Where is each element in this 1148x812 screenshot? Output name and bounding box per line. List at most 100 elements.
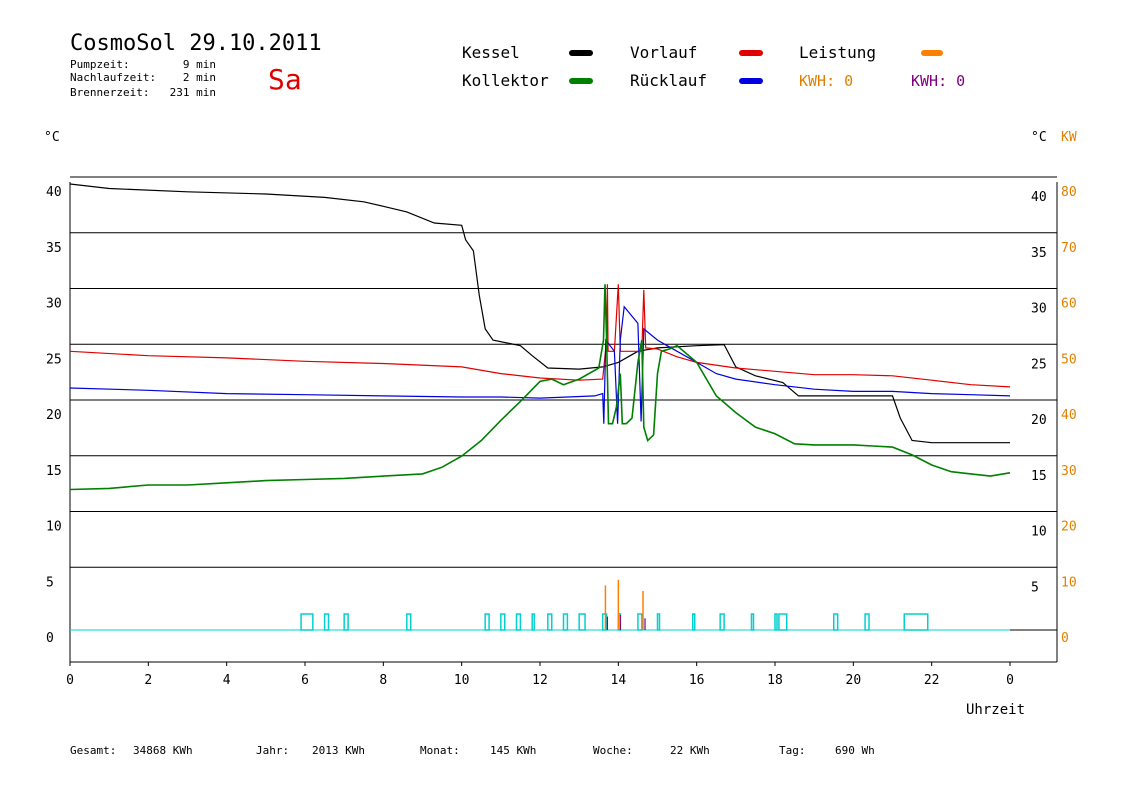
pump-pulse xyxy=(323,613,330,631)
pump-pulse xyxy=(406,613,412,631)
x-tick-label: 14 xyxy=(611,673,627,688)
legend-label-leistung: Leistung xyxy=(799,43,876,62)
total-value-gesamt: 34868 KWh xyxy=(133,744,193,757)
pump-pulse xyxy=(656,613,661,631)
total-label-tag: Tag: xyxy=(779,744,806,757)
y-tick-kw: 40 xyxy=(1061,408,1077,423)
y-tick-right: 35 xyxy=(1031,246,1047,261)
series-lines xyxy=(69,183,1011,491)
pump-pulse xyxy=(719,613,725,631)
y-tick-kw: 0 xyxy=(1061,631,1069,646)
legend-label-kollektor: Kollektor xyxy=(462,71,549,90)
x-tick-label: 20 xyxy=(846,673,862,688)
series-line-vorlauf xyxy=(69,284,1011,388)
stat-label-pumpzeit: Pumpzeit: xyxy=(70,58,130,71)
y-tick-right: 30 xyxy=(1031,302,1047,317)
pump-pulse xyxy=(531,613,535,631)
x-axis-label: Uhrzeit xyxy=(966,702,1025,718)
y-tick-kw: 10 xyxy=(1061,575,1077,590)
pump-pulses xyxy=(300,613,929,631)
total-label-jahr: Jahr: xyxy=(256,744,289,757)
legend-label-ruecklauf: Rücklauf xyxy=(630,71,707,90)
series-line-kollektor xyxy=(69,284,1011,491)
x-tick-label: 2 xyxy=(144,673,152,688)
y-tick-left: 5 xyxy=(46,575,54,590)
x-tick-label: 0 xyxy=(66,673,74,688)
y-axis-label-kw: KW xyxy=(1061,130,1077,145)
pump-pulse xyxy=(343,613,349,631)
y-tick-right: 5 xyxy=(1031,580,1039,595)
total-value-tag: 690 Wh xyxy=(835,744,875,757)
x-tick-label: 8 xyxy=(379,673,387,688)
pump-pulse xyxy=(515,613,522,631)
pump-pulse xyxy=(774,613,778,631)
y-tick-left: 35 xyxy=(46,241,62,256)
pump-pulse xyxy=(578,613,586,631)
pump-pulse xyxy=(692,613,696,631)
stat-label-nachlaufzeit: Nachlaufzeit: xyxy=(70,71,156,84)
total-label-gesamt: Gesamt: xyxy=(70,744,116,757)
stat-value-nachlaufzeit: 2 min xyxy=(183,71,216,84)
legend: Kessel Kollektor Vorlauf Rücklauf Leistu… xyxy=(462,43,965,90)
x-tick-label: 16 xyxy=(689,673,705,688)
stat-label-brennerzeit: Brennerzeit: xyxy=(70,86,149,99)
total-value-monat: 145 KWh xyxy=(490,744,536,757)
legend-label-vorlauf: Vorlauf xyxy=(630,43,697,62)
runtime-stats: Pumpzeit: 9 min Nachlaufzeit: 2 min Bren… xyxy=(70,58,216,99)
y-tick-left: 0 xyxy=(46,631,54,646)
y-tick-right: 20 xyxy=(1031,413,1047,428)
pump-pulse xyxy=(601,613,608,631)
total-value-woche: 22 KWh xyxy=(670,744,710,757)
y-tick-right: 10 xyxy=(1031,525,1047,540)
y-tick-kw: 50 xyxy=(1061,352,1077,367)
legend-label-kessel: Kessel xyxy=(462,43,520,62)
x-tick-label: 0 xyxy=(1006,673,1014,688)
y-tick-left: 30 xyxy=(46,297,62,312)
weekday-label: Sa xyxy=(268,63,302,96)
y-tick-kw: 80 xyxy=(1061,185,1077,200)
y-tick-left: 10 xyxy=(46,520,62,535)
y-tick-right: 15 xyxy=(1031,469,1047,484)
y-axis-label-left: °C xyxy=(44,130,60,145)
pump-pulse xyxy=(562,613,569,631)
y-ticks: 0 5 10 15 20 25 30 35 40 5 10 15 20 25 30 35 40 0 10 20 30 40… xyxy=(46,185,1077,646)
energy-totals: Gesamt: 34868 KWh Jahr: 2013 KWh Monat: … xyxy=(70,744,875,757)
y-tick-kw: 70 xyxy=(1061,241,1077,256)
power-spikes xyxy=(604,579,646,630)
total-label-woche: Woche: xyxy=(593,744,633,757)
x-tick-label: 10 xyxy=(454,673,470,688)
pump-pulse xyxy=(864,613,870,631)
series-line-ruecklauf xyxy=(69,305,1011,424)
x-tick-label: 6 xyxy=(301,673,309,688)
kwh-readout-2: KWH: 0 xyxy=(911,72,965,90)
pump-pulse xyxy=(300,613,314,631)
y-tick-kw: 20 xyxy=(1061,520,1077,535)
total-label-monat: Monat: xyxy=(420,744,460,757)
x-ticks: 0 2 4 6 8 10 12 14 16 18 20 22 0 xyxy=(66,662,1014,688)
y-tick-left: 40 xyxy=(46,185,62,200)
pump-pulse xyxy=(750,613,755,631)
y-tick-right: 25 xyxy=(1031,357,1047,372)
pump-pulse xyxy=(833,613,839,631)
pump-pulse xyxy=(547,613,553,631)
y-tick-kw: 60 xyxy=(1061,297,1077,312)
stat-value-pumpzeit: 9 min xyxy=(183,58,216,71)
total-value-jahr: 2013 KWh xyxy=(312,744,365,757)
y-tick-left: 25 xyxy=(46,352,62,367)
stat-value-brennerzeit: 231 min xyxy=(170,86,216,99)
pump-pulse xyxy=(778,613,788,631)
series-line-kessel xyxy=(69,183,1010,444)
pump-pulse xyxy=(903,613,929,631)
y-tick-left: 15 xyxy=(46,464,62,479)
y-axis-label-right: °C xyxy=(1031,130,1047,145)
x-tick-label: 12 xyxy=(532,673,548,688)
y-tick-right: 40 xyxy=(1031,190,1047,205)
chart-title: CosmoSol 29.10.2011 xyxy=(70,31,322,56)
kwh-readout-1: KWH: 0 xyxy=(799,72,853,90)
x-tick-label: 4 xyxy=(223,673,231,688)
pump-pulse xyxy=(484,613,490,631)
grid xyxy=(69,176,1058,663)
x-tick-label: 18 xyxy=(767,673,783,688)
y-tick-kw: 30 xyxy=(1061,464,1077,479)
